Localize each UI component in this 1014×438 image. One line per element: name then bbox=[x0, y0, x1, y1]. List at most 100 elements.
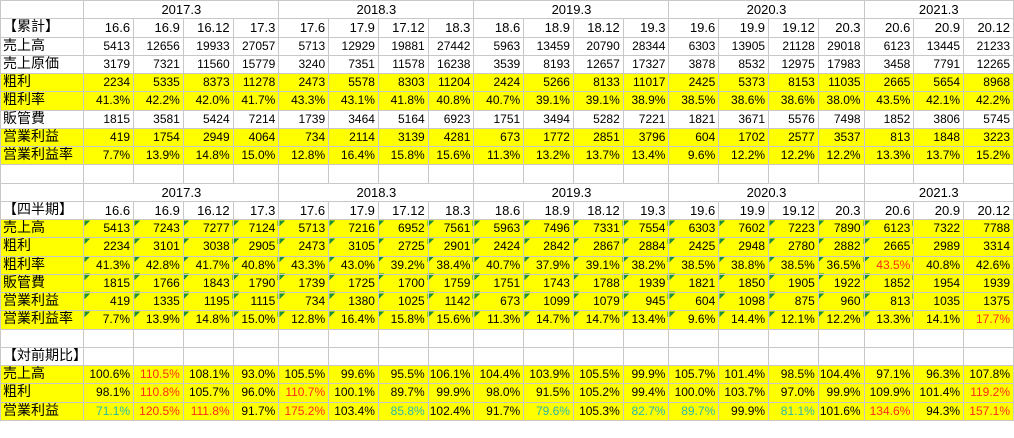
value-cell[interactable]: 40.8% bbox=[427, 91, 475, 111]
value-cell[interactable]: 7214 bbox=[232, 109, 280, 129]
value-cell[interactable]: 3105 bbox=[328, 237, 379, 257]
value-cell[interactable]: 1954 bbox=[913, 273, 965, 294]
value-cell[interactable]: 41.3% bbox=[83, 255, 135, 275]
value-cell[interactable]: 105.5% bbox=[572, 364, 624, 385]
value-cell[interactable]: 97.1% bbox=[863, 364, 915, 385]
value-cell[interactable]: 3671 bbox=[718, 109, 770, 129]
value-cell[interactable]: 3314 bbox=[963, 237, 1014, 257]
row-label[interactable]: 営業利益 bbox=[0, 291, 85, 312]
value-cell[interactable]: 82.7% bbox=[622, 401, 670, 421]
value-cell[interactable]: 1766 bbox=[133, 273, 184, 294]
empty-cell[interactable] bbox=[278, 328, 330, 348]
fiscal-year-header[interactable]: 2018.3 bbox=[278, 0, 475, 20]
empty-cell[interactable] bbox=[232, 328, 280, 348]
value-cell[interactable]: 1821 bbox=[668, 273, 720, 294]
value-cell[interactable]: 7602 bbox=[718, 218, 770, 239]
value-cell[interactable]: 105.7% bbox=[668, 364, 720, 385]
value-cell[interactable]: 98.0% bbox=[473, 383, 525, 403]
value-cell[interactable]: 110.5% bbox=[133, 364, 184, 385]
value-cell[interactable]: 105.3% bbox=[572, 401, 624, 421]
value-cell[interactable]: 5373 bbox=[718, 72, 770, 93]
value-cell[interactable]: 91.5% bbox=[523, 383, 574, 403]
value-cell[interactable]: 119.2% bbox=[963, 383, 1014, 403]
value-cell[interactable]: 5266 bbox=[523, 72, 574, 93]
value-cell[interactable]: 1035 bbox=[913, 291, 965, 312]
empty-cell[interactable] bbox=[718, 346, 770, 367]
value-cell[interactable]: 43.3% bbox=[278, 91, 330, 111]
row-label[interactable]: 営業利益 bbox=[0, 127, 85, 148]
value-cell[interactable]: 2842 bbox=[523, 237, 574, 257]
value-cell[interactable]: 1815 bbox=[83, 273, 135, 294]
value-cell[interactable]: 104.4% bbox=[817, 364, 865, 385]
value-cell[interactable]: 1821 bbox=[668, 109, 720, 129]
value-cell[interactable]: 3179 bbox=[83, 54, 135, 75]
value-cell[interactable]: 2851 bbox=[572, 127, 624, 148]
period-header[interactable]: 18.6 bbox=[473, 18, 525, 38]
value-cell[interactable]: 6303 bbox=[668, 36, 720, 56]
empty-cell[interactable] bbox=[377, 328, 429, 348]
value-cell[interactable]: 38.6% bbox=[718, 91, 770, 111]
empty-cell[interactable] bbox=[0, 328, 85, 348]
value-cell[interactable]: 945 bbox=[622, 291, 670, 312]
value-cell[interactable]: 11.3% bbox=[473, 145, 525, 166]
value-cell[interactable]: 16.4% bbox=[328, 145, 379, 166]
value-cell[interactable]: 14.7% bbox=[572, 310, 624, 330]
value-cell[interactable]: 101.6% bbox=[817, 401, 865, 421]
value-cell[interactable]: 42.1% bbox=[913, 91, 965, 111]
value-cell[interactable]: 3464 bbox=[328, 109, 379, 129]
value-cell[interactable]: 40.8% bbox=[232, 255, 280, 275]
value-cell[interactable]: 13.9% bbox=[133, 310, 184, 330]
empty-cell[interactable] bbox=[817, 328, 865, 348]
value-cell[interactable]: 14.8% bbox=[182, 310, 234, 330]
value-cell[interactable]: 8373 bbox=[182, 72, 234, 93]
value-cell[interactable]: 813 bbox=[863, 127, 915, 148]
fiscal-year-header[interactable]: 2017.3 bbox=[83, 0, 280, 20]
value-cell[interactable]: 99.9% bbox=[622, 364, 670, 385]
value-cell[interactable]: 1922 bbox=[817, 273, 865, 294]
section-label[interactable]: 【四半期】 bbox=[0, 200, 85, 221]
value-cell[interactable]: 1751 bbox=[473, 273, 525, 294]
value-cell[interactable]: 2473 bbox=[278, 237, 330, 257]
value-cell[interactable]: 673 bbox=[473, 291, 525, 312]
value-cell[interactable]: 1754 bbox=[133, 127, 184, 148]
value-cell[interactable]: 7791 bbox=[913, 54, 965, 75]
value-cell[interactable]: 98.1% bbox=[83, 383, 135, 403]
value-cell[interactable]: 1700 bbox=[377, 273, 429, 294]
empty-cell[interactable] bbox=[913, 164, 965, 184]
value-cell[interactable]: 3223 bbox=[963, 127, 1014, 148]
value-cell[interactable]: 2665 bbox=[863, 237, 915, 257]
value-cell[interactable]: 5282 bbox=[572, 109, 624, 129]
period-header[interactable]: 19.12 bbox=[768, 200, 819, 221]
value-cell[interactable]: 13.7% bbox=[572, 145, 624, 166]
value-cell[interactable]: 3458 bbox=[863, 54, 915, 75]
value-cell[interactable]: 105.2% bbox=[572, 383, 624, 403]
value-cell[interactable]: 7216 bbox=[328, 218, 379, 239]
value-cell[interactable]: 1195 bbox=[182, 291, 234, 312]
value-cell[interactable]: 2989 bbox=[913, 237, 965, 257]
value-cell[interactable]: 6303 bbox=[668, 218, 720, 239]
value-cell[interactable]: 6923 bbox=[427, 109, 475, 129]
value-cell[interactable]: 21233 bbox=[963, 36, 1014, 56]
empty-cell[interactable] bbox=[377, 346, 429, 367]
value-cell[interactable]: 7243 bbox=[133, 218, 184, 239]
value-cell[interactable]: 1725 bbox=[328, 273, 379, 294]
period-header[interactable]: 20.6 bbox=[863, 200, 915, 221]
value-cell[interactable]: 7351 bbox=[328, 54, 379, 75]
value-cell[interactable]: 1098 bbox=[718, 291, 770, 312]
value-cell[interactable]: 19881 bbox=[377, 36, 429, 56]
value-cell[interactable]: 734 bbox=[278, 291, 330, 312]
value-cell[interactable]: 2882 bbox=[817, 237, 865, 257]
value-cell[interactable]: 99.6% bbox=[328, 364, 379, 385]
empty-cell[interactable] bbox=[523, 346, 574, 367]
period-header[interactable]: 17.9 bbox=[328, 18, 379, 38]
value-cell[interactable]: 7321 bbox=[133, 54, 184, 75]
value-cell[interactable]: 12.2% bbox=[817, 310, 865, 330]
period-header[interactable]: 17.12 bbox=[377, 18, 429, 38]
value-cell[interactable]: 5578 bbox=[328, 72, 379, 93]
period-header[interactable]: 19.9 bbox=[718, 200, 770, 221]
value-cell[interactable]: 40.7% bbox=[473, 91, 525, 111]
value-cell[interactable]: 42.6% bbox=[963, 255, 1014, 275]
value-cell[interactable]: 2114 bbox=[328, 127, 379, 148]
value-cell[interactable]: 38.5% bbox=[668, 255, 720, 275]
value-cell[interactable]: 13.4% bbox=[622, 145, 670, 166]
